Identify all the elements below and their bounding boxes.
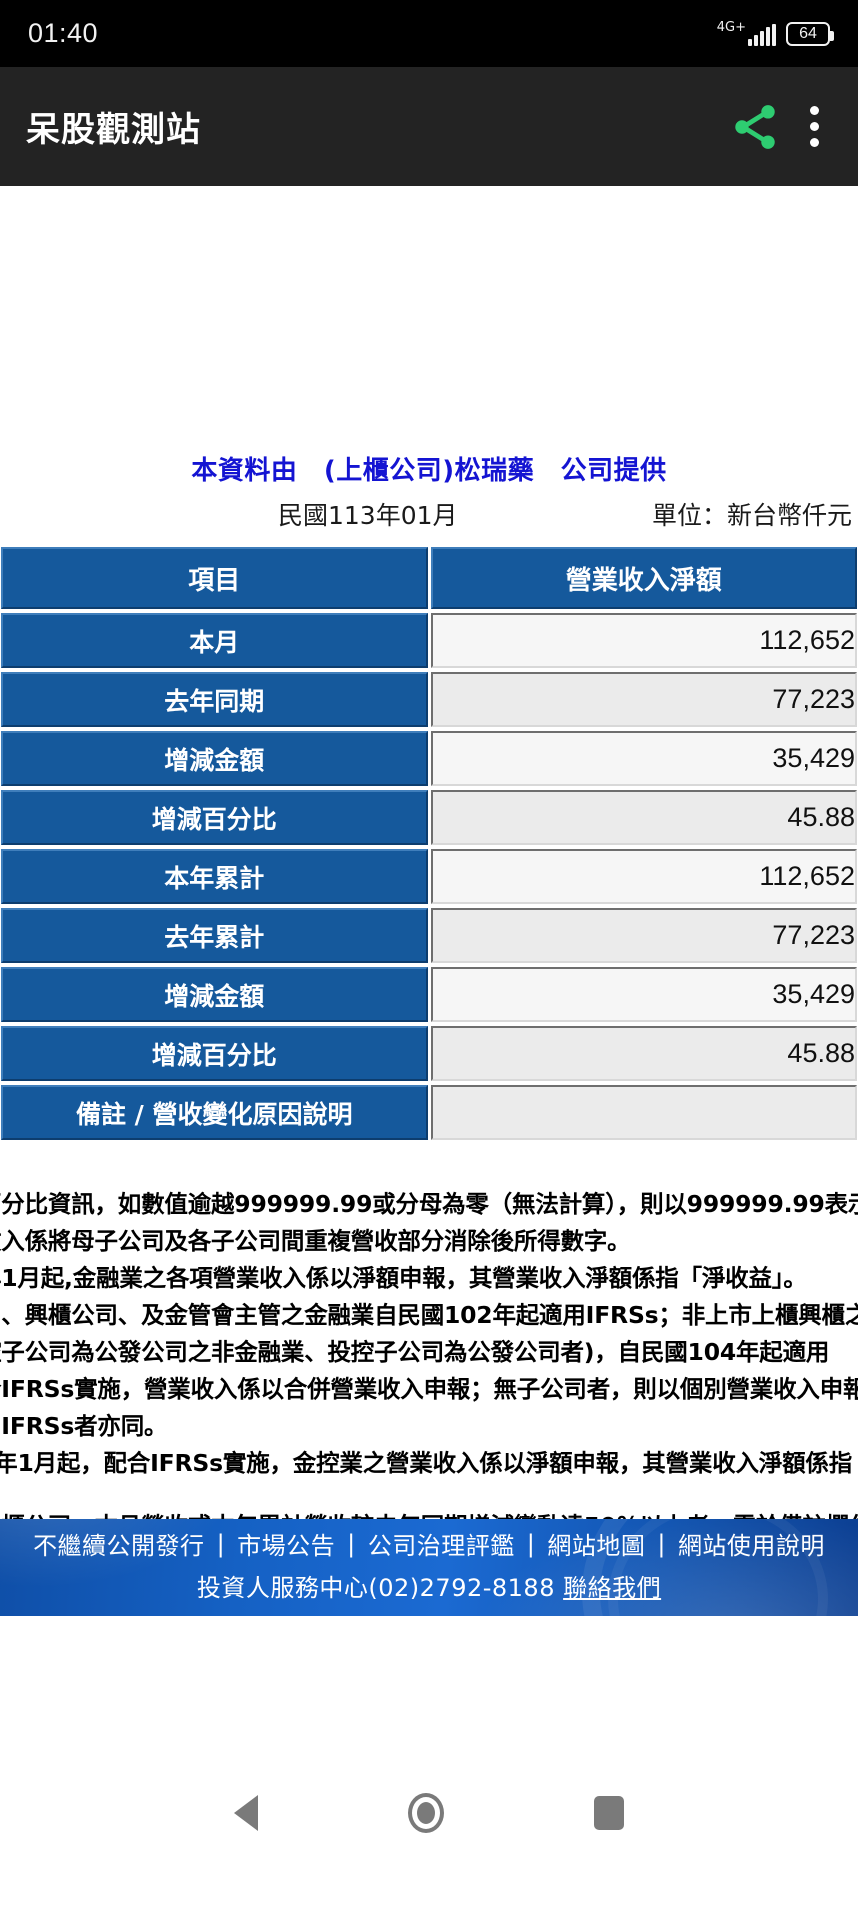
row-value: 112,652 bbox=[430, 849, 857, 904]
footer-separator: | bbox=[347, 1529, 356, 1558]
row-value: 112,652 bbox=[430, 613, 857, 668]
row-label: 去年同期 bbox=[1, 672, 428, 727]
footer-link[interactable]: 市場公告 bbox=[237, 1532, 336, 1560]
row-label: 增減金額 bbox=[1, 967, 428, 1022]
site-footer: 不繼續公開發行 | 市場公告 | 公司治理評鑑 | 網站地圖 | 網站使用說明 投資人服務中心(… bbox=[0, 1519, 858, 1616]
network-type-label: 4G+ bbox=[716, 20, 746, 35]
report-unit: 單位：新台幣仟元 bbox=[651, 501, 852, 530]
signal-bars-icon bbox=[748, 24, 776, 46]
app-bar: 呆股觀測站 bbox=[0, 67, 858, 186]
footer-separator: | bbox=[526, 1529, 536, 1558]
column-header-item: 項目 bbox=[1, 547, 428, 609]
webview-content: 本資料由 (上櫃公司)松瑞藥 公司提供 民國113年01月 單位：新台幣仟元 項… bbox=[0, 186, 858, 1719]
row-label: 本年累計 bbox=[1, 849, 428, 904]
table-header-row: 項目 營業收入淨額 bbox=[1, 547, 857, 609]
footer-link[interactable]: 公司治理評鑑 bbox=[367, 1532, 515, 1560]
report-period: 民國113年01月 bbox=[278, 501, 458, 530]
row-label: 增減百分比 bbox=[1, 790, 428, 845]
app-title: 呆股觀測站 bbox=[26, 110, 201, 150]
footnote-line: 司、興櫃公司、及金管會主管之金融業自民國102年起適用IFRSs；非上市上櫃興櫃… bbox=[0, 1301, 858, 1329]
investor-service-label: 投資人服務中心(02)2792-8188 bbox=[196, 1574, 564, 1602]
table-row: 備註 / 營收變化原因說明 bbox=[1, 1085, 857, 1140]
footer-link-list: 不繼續公開發行 | 市場公告 | 公司治理評鑑 | 網站地圖 | 網站使用說明 bbox=[0, 1519, 858, 1568]
row-value bbox=[430, 1085, 857, 1140]
footnote-line: 2年1月起，配合IFRSs實施，金控業之營業收入係以淨額申報，其營業收入淨額係指… bbox=[0, 1449, 858, 1477]
row-label: 去年累計 bbox=[1, 908, 428, 963]
signal-icon: 4G+ bbox=[717, 21, 776, 46]
footnote-line: 收入係將母子公司及各子公司間重複營收部分消除後所得數字。 bbox=[0, 1227, 631, 1255]
battery-level-label: 64 bbox=[799, 24, 817, 42]
row-label: 備註 / 營收變化原因說明 bbox=[1, 1085, 428, 1140]
contact-us-link[interactable]: 聯絡我們 bbox=[563, 1574, 662, 1602]
table-row: 本月 112,652 bbox=[1, 613, 857, 668]
footnote-line: 年1月起,金融業之各項營業收入係以淨額申報，其營業收入淨額係指「淨收益」。 bbox=[0, 1264, 807, 1292]
revenue-table: 項目 營業收入淨額 本月 112,652 去年同期 77,223 增減金額 35,429 增減百… bbox=[0, 543, 858, 1144]
row-label: 本月 bbox=[1, 613, 428, 668]
footnote-line: 合IFRSs實施，營業收入係以合併營業收入申報；無子公司者，則以個別營業收入申報… bbox=[0, 1375, 858, 1403]
footer-contact: 投資人服務中心(02)2792-8188 聯絡我們 bbox=[0, 1568, 858, 1603]
provider-line: 本資料由 (上櫃公司)松瑞藥 公司提供 bbox=[191, 456, 667, 486]
row-value: 35,429 bbox=[430, 731, 857, 786]
android-nav-bar bbox=[0, 1719, 858, 1907]
row-value: 35,429 bbox=[430, 967, 857, 1022]
footer-link[interactable]: 網站地圖 bbox=[547, 1532, 646, 1560]
table-row: 本年累計 112,652 bbox=[1, 849, 857, 904]
column-header-net-revenue: 營業收入淨額 bbox=[430, 547, 857, 609]
footer-separator: | bbox=[216, 1529, 226, 1558]
footer-link[interactable]: 不繼續公開發行 bbox=[33, 1532, 205, 1560]
table-row: 增減金額 35,429 bbox=[1, 731, 857, 786]
battery-icon: 64 bbox=[786, 21, 834, 46]
row-label: 增減金額 bbox=[1, 731, 428, 786]
footer-separator: | bbox=[657, 1529, 666, 1558]
back-icon[interactable] bbox=[234, 1795, 258, 1831]
footnote-line: 百分比資訊，如數值逾越999999.99或分母為零（無法計算），則以999999… bbox=[0, 1190, 858, 1218]
table-row: 去年同期 77,223 bbox=[1, 672, 857, 727]
status-indicators: 4G+ 64 bbox=[717, 21, 834, 46]
table-row: 去年累計 77,223 bbox=[1, 908, 857, 963]
row-value: 45.88 bbox=[430, 790, 857, 845]
footnote-line: 用IFRSs者亦同。 bbox=[0, 1412, 168, 1440]
row-value: 45.88 bbox=[430, 1026, 857, 1081]
status-clock: 01:40 bbox=[28, 18, 99, 48]
status-bar: 01:40 4G+ 64 bbox=[0, 0, 858, 67]
overflow-menu-icon[interactable] bbox=[810, 106, 820, 147]
table-row: 增減百分比 45.88 bbox=[1, 1026, 857, 1081]
footer-link[interactable]: 網站使用說明 bbox=[677, 1532, 825, 1560]
row-value: 77,223 bbox=[430, 908, 857, 963]
table-row: 增減金額 35,429 bbox=[1, 967, 857, 1022]
row-label: 增減百分比 bbox=[1, 1026, 428, 1081]
table-row: 增減百分比 45.88 bbox=[1, 790, 857, 845]
home-icon[interactable] bbox=[408, 1793, 444, 1833]
footnote-line: 控子公司為公發公司之非金融業、投控子公司為公發公司者)，自民國104年起適用 bbox=[0, 1338, 830, 1366]
share-icon[interactable] bbox=[726, 101, 784, 153]
recents-icon[interactable] bbox=[594, 1796, 624, 1830]
row-value: 77,223 bbox=[430, 672, 857, 727]
